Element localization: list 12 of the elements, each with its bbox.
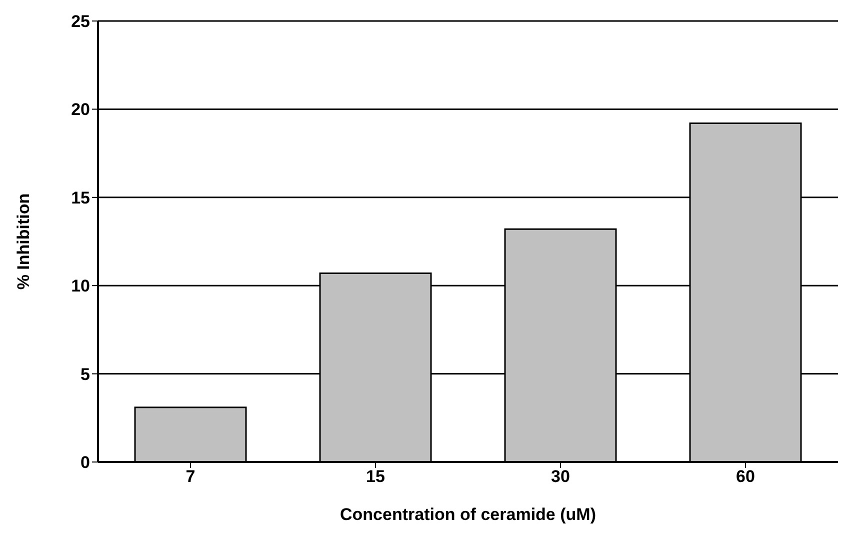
y-tick-label: 5 (80, 364, 90, 384)
y-tick-label: 15 (71, 188, 90, 208)
y-tick-label: 25 (71, 12, 90, 32)
x-tick-label: 30 (551, 467, 570, 486)
y-tick-label: 10 (71, 276, 90, 296)
y-tick-label: 0 (80, 453, 90, 472)
x-tick-label: 7 (186, 467, 196, 486)
y-axis-title: % Inhibition (14, 193, 34, 290)
x-tick-label: 60 (736, 467, 755, 486)
x-tick-label: 15 (366, 467, 385, 486)
x-axis-title: Concentration of ceramide (uM) (340, 505, 596, 524)
y-tick-label: 20 (71, 100, 90, 120)
